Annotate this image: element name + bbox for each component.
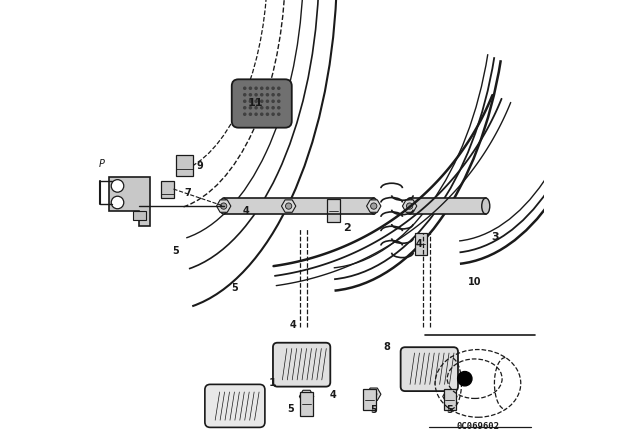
FancyBboxPatch shape bbox=[273, 343, 330, 387]
Text: 0C069602: 0C069602 bbox=[456, 422, 499, 431]
Circle shape bbox=[254, 99, 258, 103]
Circle shape bbox=[254, 112, 258, 116]
Text: 2: 2 bbox=[343, 224, 351, 233]
Circle shape bbox=[277, 99, 280, 103]
Circle shape bbox=[271, 112, 275, 116]
Circle shape bbox=[243, 99, 246, 103]
Circle shape bbox=[277, 112, 280, 116]
FancyBboxPatch shape bbox=[401, 347, 458, 391]
Bar bbox=[300, 392, 314, 417]
Polygon shape bbox=[109, 177, 150, 226]
Bar bbox=[363, 389, 376, 410]
Circle shape bbox=[271, 106, 275, 109]
Circle shape bbox=[371, 203, 377, 209]
Circle shape bbox=[248, 93, 252, 97]
Ellipse shape bbox=[406, 198, 413, 214]
Bar bbox=[444, 389, 456, 410]
Circle shape bbox=[111, 180, 124, 192]
FancyBboxPatch shape bbox=[205, 384, 265, 427]
Polygon shape bbox=[367, 388, 381, 401]
Ellipse shape bbox=[220, 198, 228, 214]
Text: 3: 3 bbox=[491, 233, 499, 242]
Text: 5: 5 bbox=[287, 404, 294, 414]
Circle shape bbox=[254, 86, 258, 90]
Text: 8: 8 bbox=[384, 342, 390, 352]
Polygon shape bbox=[367, 200, 381, 212]
Circle shape bbox=[271, 99, 275, 103]
Text: 4: 4 bbox=[290, 320, 296, 330]
Ellipse shape bbox=[482, 198, 490, 214]
Polygon shape bbox=[300, 390, 314, 403]
Text: 4: 4 bbox=[330, 390, 337, 400]
Circle shape bbox=[111, 196, 124, 209]
Circle shape bbox=[248, 112, 252, 116]
Circle shape bbox=[243, 93, 246, 97]
Circle shape bbox=[271, 86, 275, 90]
Circle shape bbox=[266, 86, 269, 90]
Polygon shape bbox=[216, 200, 231, 212]
Circle shape bbox=[260, 106, 264, 109]
Circle shape bbox=[266, 106, 269, 109]
Text: 5: 5 bbox=[447, 405, 453, 415]
Circle shape bbox=[254, 106, 258, 109]
Circle shape bbox=[248, 86, 252, 90]
Circle shape bbox=[260, 99, 264, 103]
Circle shape bbox=[266, 93, 269, 97]
Circle shape bbox=[260, 86, 264, 90]
Text: 5: 5 bbox=[371, 405, 377, 415]
Polygon shape bbox=[282, 200, 296, 212]
Polygon shape bbox=[403, 200, 417, 212]
Bar bbox=[161, 181, 173, 198]
Circle shape bbox=[277, 86, 280, 90]
Circle shape bbox=[406, 203, 413, 209]
Bar bbox=[327, 199, 340, 222]
Circle shape bbox=[447, 393, 453, 400]
Polygon shape bbox=[443, 390, 457, 403]
Circle shape bbox=[243, 86, 246, 90]
Circle shape bbox=[266, 99, 269, 103]
Circle shape bbox=[371, 391, 377, 397]
Circle shape bbox=[254, 93, 258, 97]
Circle shape bbox=[271, 93, 275, 97]
FancyBboxPatch shape bbox=[232, 79, 292, 128]
Text: 1: 1 bbox=[269, 378, 277, 388]
Circle shape bbox=[266, 112, 269, 116]
Text: 5: 5 bbox=[172, 246, 179, 256]
Text: 4: 4 bbox=[415, 239, 422, 249]
Circle shape bbox=[243, 106, 246, 109]
Circle shape bbox=[303, 393, 310, 400]
Circle shape bbox=[285, 203, 292, 209]
Circle shape bbox=[248, 106, 252, 109]
Bar bbox=[415, 233, 427, 255]
Bar bbox=[132, 211, 146, 220]
Circle shape bbox=[458, 371, 472, 386]
Text: 5: 5 bbox=[232, 283, 238, 293]
Ellipse shape bbox=[370, 198, 378, 214]
Circle shape bbox=[243, 112, 246, 116]
Circle shape bbox=[260, 112, 264, 116]
Text: 7: 7 bbox=[184, 188, 191, 198]
Circle shape bbox=[277, 106, 280, 109]
Text: P: P bbox=[99, 159, 104, 168]
Circle shape bbox=[221, 203, 227, 209]
Circle shape bbox=[277, 93, 280, 97]
Bar bbox=[176, 155, 193, 176]
Text: 4: 4 bbox=[243, 206, 250, 215]
Text: 9: 9 bbox=[196, 161, 204, 171]
Text: 10: 10 bbox=[468, 277, 481, 287]
Circle shape bbox=[248, 99, 252, 103]
Text: 11: 11 bbox=[248, 98, 264, 108]
Circle shape bbox=[260, 93, 264, 97]
